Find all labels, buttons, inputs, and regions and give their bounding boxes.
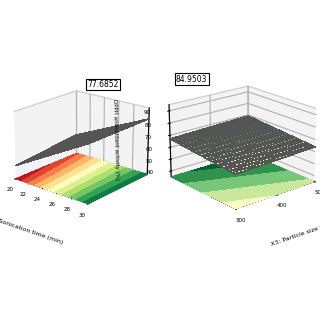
Text: 84.9503: 84.9503 [176, 75, 207, 84]
X-axis label: X2: Sonication time (min): X2: Sonication time (min) [0, 215, 63, 246]
Text: 77.6852: 77.6852 [87, 80, 119, 89]
X-axis label: X3: Particle size (μm): X3: Particle size (μm) [270, 221, 320, 247]
